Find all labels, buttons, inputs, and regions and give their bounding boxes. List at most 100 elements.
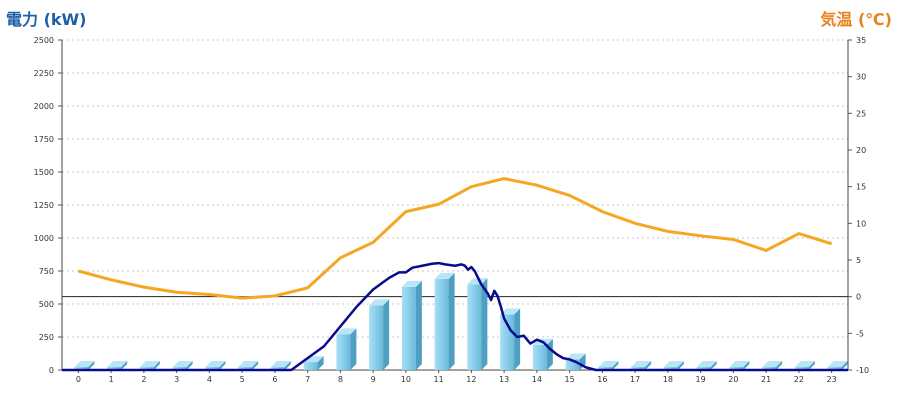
bar-top (565, 353, 586, 360)
bar-side (481, 278, 488, 370)
bar-top (631, 361, 652, 367)
power-line-layer (62, 261, 848, 372)
bar-side (514, 308, 521, 370)
bar-front (532, 344, 547, 370)
left-tick-label: 1250 (34, 201, 54, 210)
bar-top (205, 361, 226, 367)
bar-side (219, 361, 226, 370)
power-bar (336, 328, 357, 370)
bar-front (139, 367, 154, 370)
bar-front (336, 334, 351, 370)
power-bar (598, 361, 619, 370)
bar-side (284, 361, 291, 370)
x-tick-label: 7 (305, 375, 310, 384)
bar-front (762, 367, 777, 370)
bar-side (612, 361, 619, 370)
power-bar (139, 361, 160, 370)
right-tick-label: 15 (856, 183, 866, 192)
power-bar (238, 361, 259, 370)
x-tick-label: 9 (371, 375, 376, 384)
axis-layer (58, 39, 852, 373)
bar-front (369, 305, 384, 370)
bar-top (696, 361, 717, 367)
power-bar (794, 361, 815, 370)
bar-top (369, 299, 390, 306)
x-tick-label: 8 (338, 375, 343, 384)
x-tick-label: 4 (207, 375, 212, 384)
x-tick-label: 23 (827, 375, 837, 384)
x-tick-label: 14 (532, 375, 542, 384)
bar-top (827, 361, 848, 367)
power-bar (663, 361, 684, 370)
right-tick-label: 10 (856, 219, 866, 228)
bar-side (186, 361, 193, 370)
bar-front (696, 367, 711, 370)
right-tick-label: 35 (856, 36, 866, 45)
x-tick-label: 5 (240, 375, 245, 384)
left-tick-label: 1500 (34, 168, 54, 177)
bar-top (729, 361, 750, 367)
power-bar (205, 361, 226, 370)
tick-label-layer: 02505007501000125015001750200022502500-1… (34, 36, 869, 384)
power-bar (270, 361, 291, 370)
x-tick-label: 6 (272, 375, 277, 384)
bar-front (663, 367, 678, 370)
bar-front (729, 367, 744, 370)
left-tick-label: 1750 (34, 135, 54, 144)
x-tick-label: 1 (109, 375, 114, 384)
bar-top (500, 308, 521, 315)
bar-top (467, 278, 488, 285)
bar-top (270, 361, 291, 367)
right-axis-title: 気温 (℃) (820, 10, 892, 29)
bar-front (74, 367, 89, 370)
x-tick-label: 20 (728, 375, 738, 384)
bar-side (121, 361, 128, 370)
bar-front (205, 367, 220, 370)
x-tick-label: 2 (141, 375, 146, 384)
x-tick-label: 17 (630, 375, 640, 384)
power-bar (172, 361, 193, 370)
power-bar (696, 361, 717, 370)
power-bar (369, 299, 390, 370)
bar-top (107, 361, 128, 367)
bar-front (794, 367, 809, 370)
x-tick-label: 18 (663, 375, 673, 384)
bar-front (172, 367, 187, 370)
bar-layer (74, 272, 848, 370)
power-bar (827, 361, 848, 370)
bar-front (467, 284, 482, 370)
right-tick-label: 5 (856, 256, 861, 265)
left-tick-label: 2500 (34, 36, 54, 45)
power-bar (762, 361, 783, 370)
bar-front (565, 359, 580, 370)
bar-top (663, 361, 684, 367)
x-tick-label: 13 (499, 375, 509, 384)
power-bar (107, 361, 128, 370)
bar-front (434, 278, 449, 370)
x-tick-label: 19 (696, 375, 706, 384)
bar-top (401, 280, 422, 287)
bar-front (238, 367, 253, 370)
bar-top (794, 361, 815, 367)
bar-top (762, 361, 783, 367)
bar-side (448, 272, 455, 370)
right-tick-label: -10 (856, 366, 869, 375)
bar-top (598, 361, 619, 367)
bar-side (808, 361, 815, 370)
right-tick-label: 20 (856, 146, 866, 155)
x-tick-label: 0 (76, 375, 81, 384)
bar-side (645, 361, 652, 370)
bar-side (88, 361, 95, 370)
left-tick-label: 2000 (34, 102, 54, 111)
bar-front (631, 367, 646, 370)
power-bar (467, 278, 488, 370)
bar-front (827, 367, 842, 370)
bar-front (401, 286, 416, 370)
bar-side (153, 361, 160, 370)
left-tick-label: 750 (39, 267, 54, 276)
x-tick-label: 15 (565, 375, 575, 384)
left-tick-label: 2250 (34, 69, 54, 78)
bar-front (598, 367, 613, 370)
